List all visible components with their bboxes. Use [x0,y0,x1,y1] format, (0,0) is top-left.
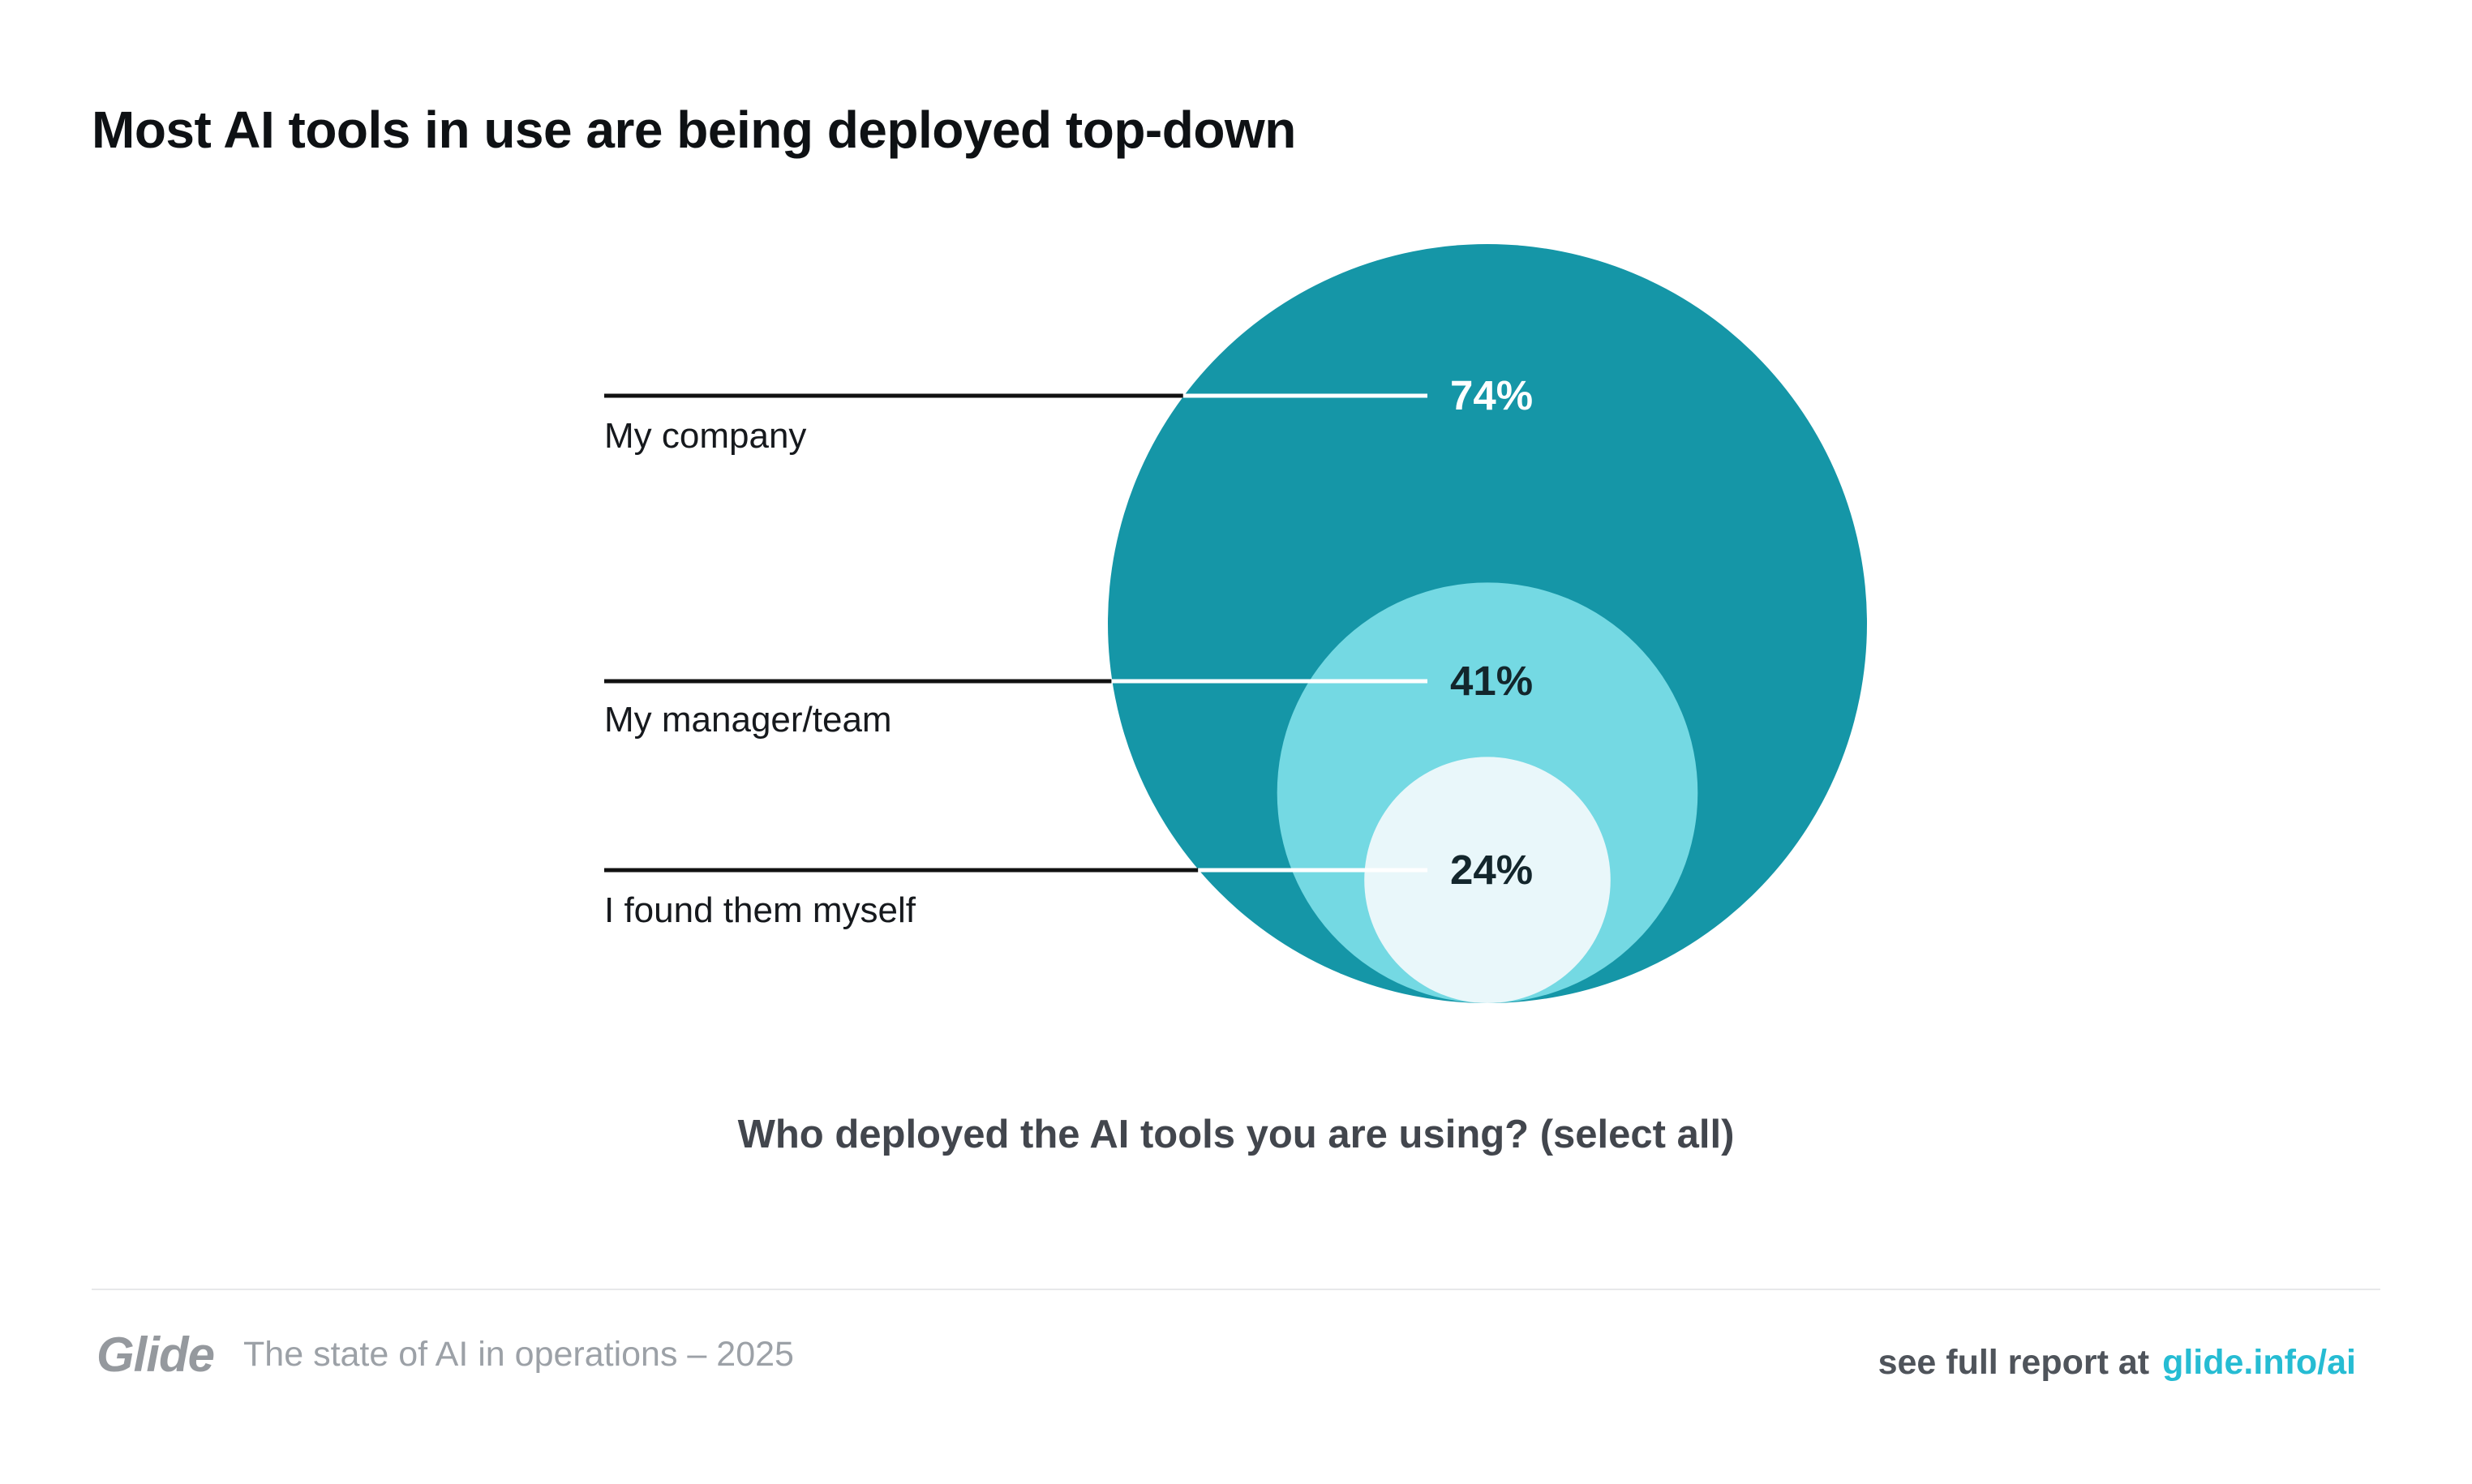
page-title: Most AI tools in use are being deployed … [92,101,1296,159]
category-label-my-manager-team: My manager/team [604,700,892,740]
chart-circle-2 [1364,757,1611,1003]
footer-tagline: The state of AI in operations – 2025 [243,1335,794,1374]
report-link[interactable]: glide.info/ai [2162,1343,2356,1382]
value-label-41: 41% [1450,658,1534,704]
footer-left: Glide The state of AI in operations – 20… [97,1327,794,1383]
report-prefix-text: see full report at [1878,1343,2150,1382]
category-label-my-company: My company [604,416,807,456]
value-label-24: 24% [1450,847,1534,893]
footer-divider [92,1289,2380,1290]
category-label-i-found-them-myself: I found them myself [604,890,916,930]
footer-right: see full report at glide.info/ai [1878,1343,2356,1383]
value-label-74: 74% [1450,372,1534,418]
glide-logo: Glide [97,1327,215,1382]
chart-question-caption: Who deployed the AI tools you are using?… [737,1113,1735,1156]
